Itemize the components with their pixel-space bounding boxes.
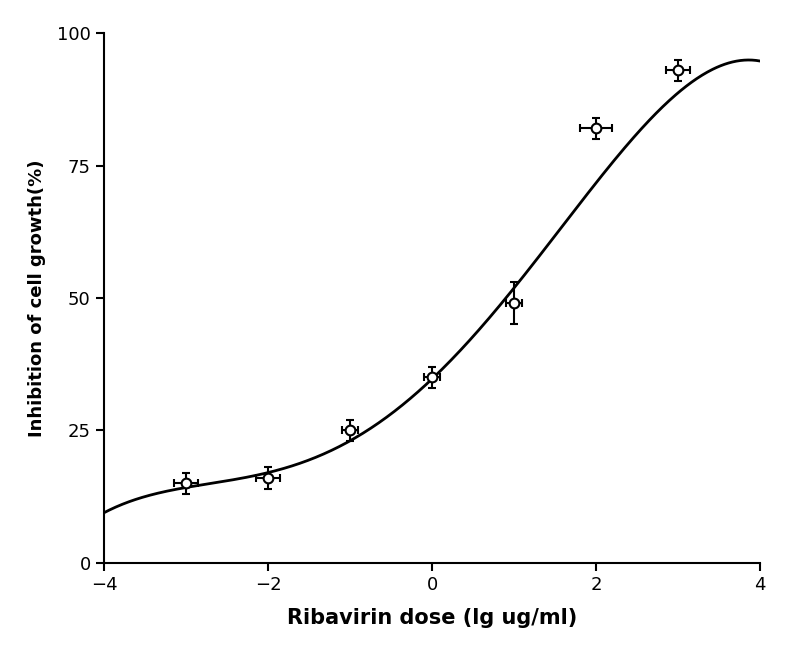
X-axis label: Ribavirin dose (lg ug/ml): Ribavirin dose (lg ug/ml) (287, 608, 577, 628)
Y-axis label: Inhibition of cell growth(%): Inhibition of cell growth(%) (28, 159, 46, 437)
